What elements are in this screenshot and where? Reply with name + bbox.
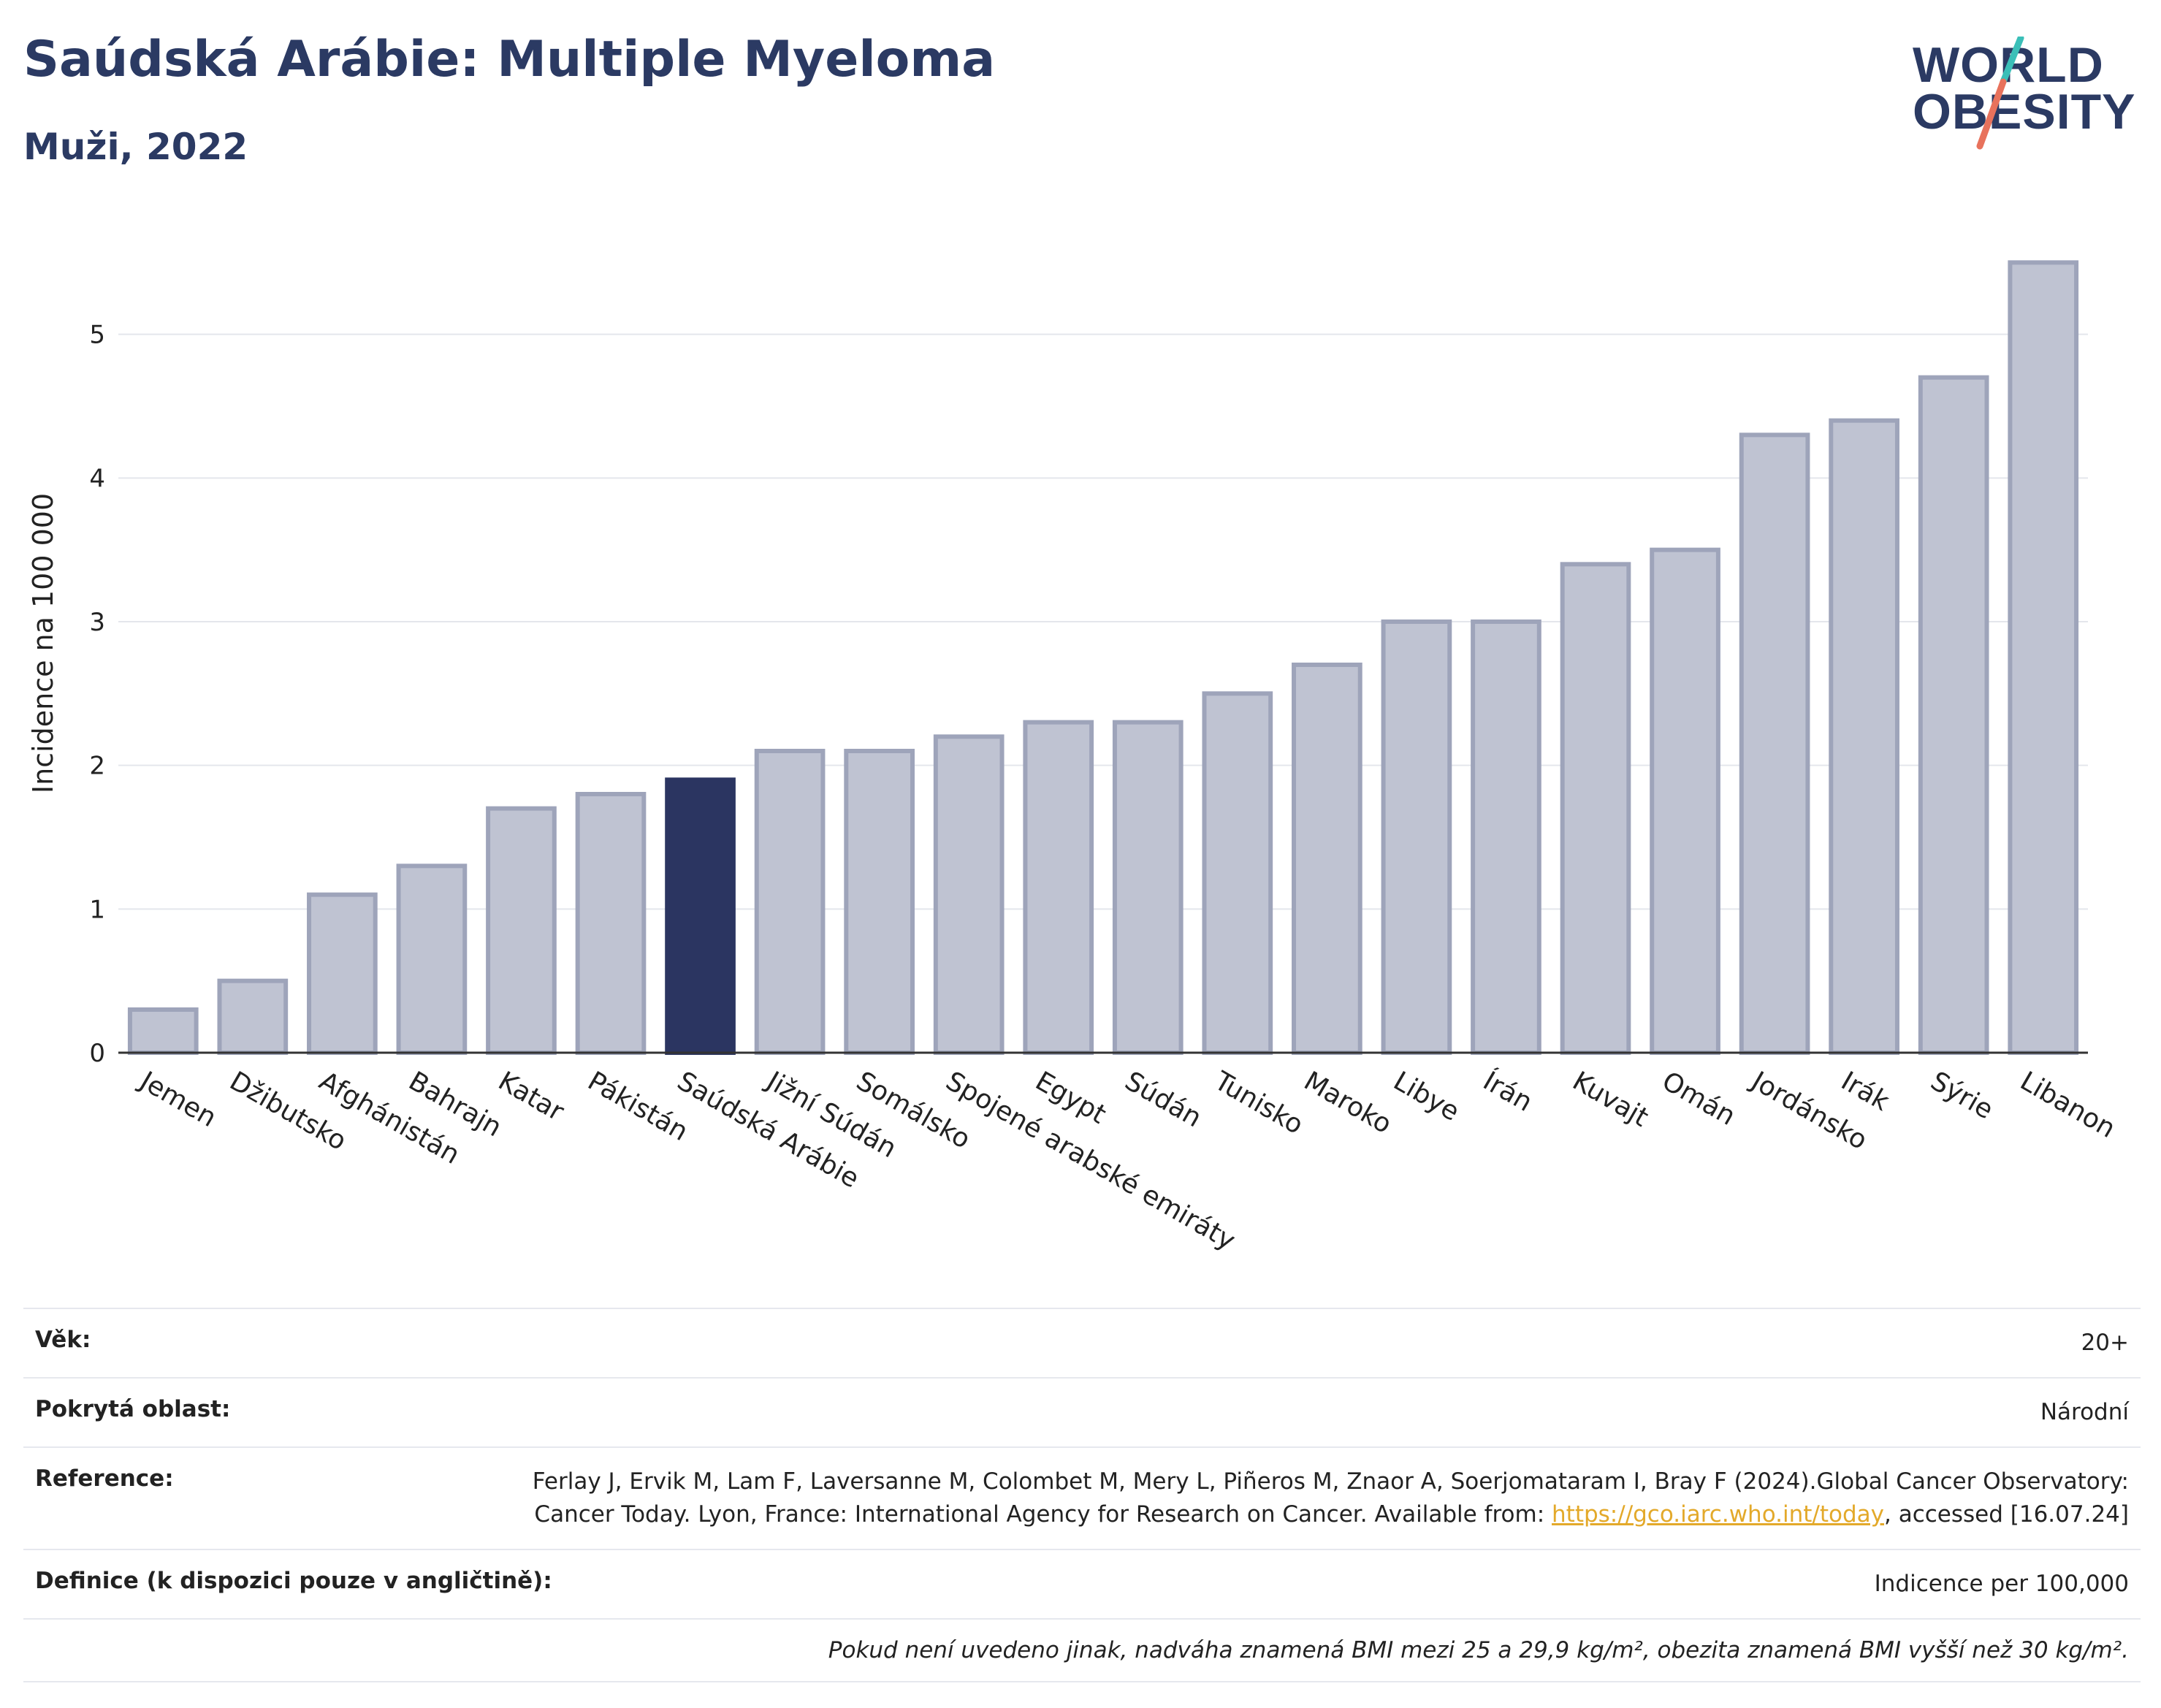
bar: [1202, 691, 1273, 1055]
x-tick-label: Súdán: [1120, 1066, 1207, 1133]
y-tick-label: 4: [89, 464, 105, 493]
chart-title: Saúdská Arábie: Multiple Myeloma: [23, 31, 996, 88]
info-row-note: Pokud není uvedeno jinak, nadváha znamen…: [23, 1617, 2141, 1682]
y-axis-label: Incidence na 100 000: [27, 493, 59, 793]
y-tick-label: 3: [89, 608, 105, 637]
bar: [754, 749, 826, 1055]
bar: [217, 978, 289, 1055]
world-obesity-logo: WORLD OBESITY: [1913, 37, 2139, 153]
age-label: Věk:: [35, 1327, 91, 1353]
bar: [1650, 547, 1720, 1055]
bar: [1471, 619, 1541, 1055]
bar: [307, 892, 378, 1056]
bar: [1560, 562, 1631, 1055]
x-tick-label: Irák: [1836, 1066, 1894, 1117]
bar: [127, 1007, 199, 1055]
info-row-reference: Reference: Ferlay J, Ervik M, Lam F, Lav…: [23, 1446, 2141, 1549]
logo-text-obesity: OBESITY: [1913, 84, 2136, 140]
reference-value: Ferlay J, Ervik M, Lam F, Laversanne M, …: [522, 1465, 2129, 1531]
bar: [1112, 720, 1184, 1056]
reference-link[interactable]: https://gco.iarc.who.int/today: [1552, 1501, 1884, 1528]
reference-accessed: , accessed [16.07.24]: [1883, 1501, 2129, 1528]
area-value: Národní: [2040, 1398, 2129, 1425]
bar: [1023, 720, 1094, 1056]
bar: [1381, 619, 1452, 1055]
age-value: 20+: [2081, 1330, 2129, 1356]
x-tick-label: Omán: [1657, 1066, 1740, 1132]
bar: [844, 749, 915, 1055]
y-tick-label: 5: [89, 321, 105, 350]
bar: [933, 734, 1005, 1055]
info-row-definition: Definice (k dispozici pouze v angličtině…: [23, 1548, 2141, 1618]
y-tick-label: 2: [89, 752, 105, 781]
x-tick-label: Írán: [1478, 1065, 1538, 1118]
bar: [1829, 418, 1899, 1055]
bar: [1292, 663, 1362, 1055]
bar: [486, 806, 557, 1056]
chart-subtitle: Muži, 2022: [23, 126, 248, 168]
definition-label: Definice (k dispozici pouze v angličtině…: [35, 1567, 552, 1594]
bar: [1918, 375, 1989, 1055]
definition-value: Indicence per 100,000: [1874, 1570, 2129, 1597]
x-tick-label: Libye: [1388, 1066, 1464, 1127]
reference-text: Ferlay J, Ervik M, Lam F, Laversanne M, …: [532, 1468, 2129, 1528]
bar: [665, 777, 736, 1055]
bar: [1739, 432, 1810, 1056]
info-row-area: Pokrytá oblast: Národní: [23, 1376, 2141, 1446]
logo-slash-icon: [1976, 37, 2024, 150]
x-tick-label: Libanon: [2015, 1066, 2120, 1144]
info-table: Věk: 20+ Pokrytá oblast: Národní Referen…: [23, 1308, 2141, 1682]
x-tick-label: Maroko: [1299, 1066, 1397, 1140]
area-label: Pokrytá oblast:: [35, 1395, 231, 1422]
x-tick-label: Sýrie: [1926, 1066, 1998, 1125]
info-row-age: Věk: 20+: [23, 1308, 2141, 1377]
bar: [575, 792, 647, 1055]
x-tick-label: Kuvajt: [1568, 1066, 1654, 1133]
reference-label: Reference:: [35, 1465, 174, 1492]
x-tick-label: Jemen: [134, 1065, 221, 1133]
y-tick-label: 0: [89, 1039, 105, 1068]
x-tick-label: Pákistán: [583, 1066, 693, 1147]
bar: [2008, 260, 2079, 1055]
bmi-note: Pokud není uvedeno jinak, nadváha znamen…: [828, 1636, 2129, 1663]
x-tick-label: Tunisko: [1208, 1066, 1308, 1140]
y-tick-label: 1: [89, 895, 105, 924]
bar: [396, 863, 468, 1055]
